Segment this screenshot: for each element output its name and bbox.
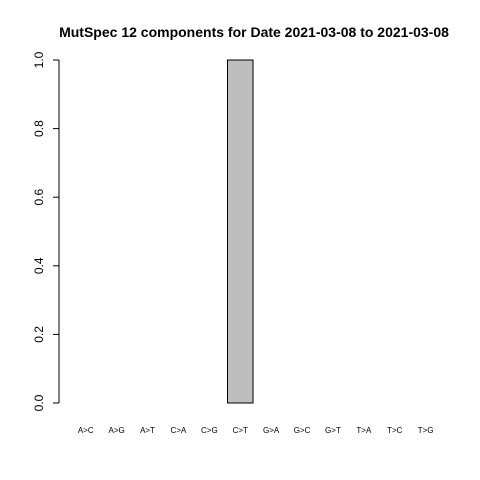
bars-group	[227, 59, 254, 404]
y-tick-label: 0.4	[32, 257, 46, 274]
x-tick-label: A>C	[78, 426, 94, 435]
chart-title: MutSpec 12 components for Date 2021-03-0…	[59, 24, 449, 40]
y-tick-label: 0.8	[32, 120, 46, 137]
x-axis-labels: A>C A>G A>T C>A C>G C>T G>A G>C G>T T>A T>C T>G	[78, 426, 434, 435]
y-tick-label: 0.2	[32, 326, 46, 343]
x-tick-label: A>G	[109, 426, 125, 435]
x-tick-label: T>C	[387, 426, 403, 435]
x-tick-label: G>T	[325, 426, 341, 435]
y-axis-ticks: 0.0 0.2 0.4 0.6 0.8 1.0	[32, 51, 59, 411]
x-tick-label: G>A	[263, 426, 280, 435]
y-tick-label: 0.6	[32, 189, 46, 206]
x-tick-label: T>G	[418, 426, 434, 435]
y-tick-label: 0.0	[32, 394, 46, 411]
bar-C>T	[227, 59, 254, 404]
x-tick-label: C>G	[201, 426, 218, 435]
x-tick-label: A>T	[140, 426, 155, 435]
x-tick-label: T>A	[356, 426, 372, 435]
y-tick-label: 1.0	[32, 51, 46, 68]
x-tick-label: G>C	[294, 426, 311, 435]
x-tick-label: C>T	[233, 426, 248, 435]
x-tick-label: C>A	[171, 426, 187, 435]
